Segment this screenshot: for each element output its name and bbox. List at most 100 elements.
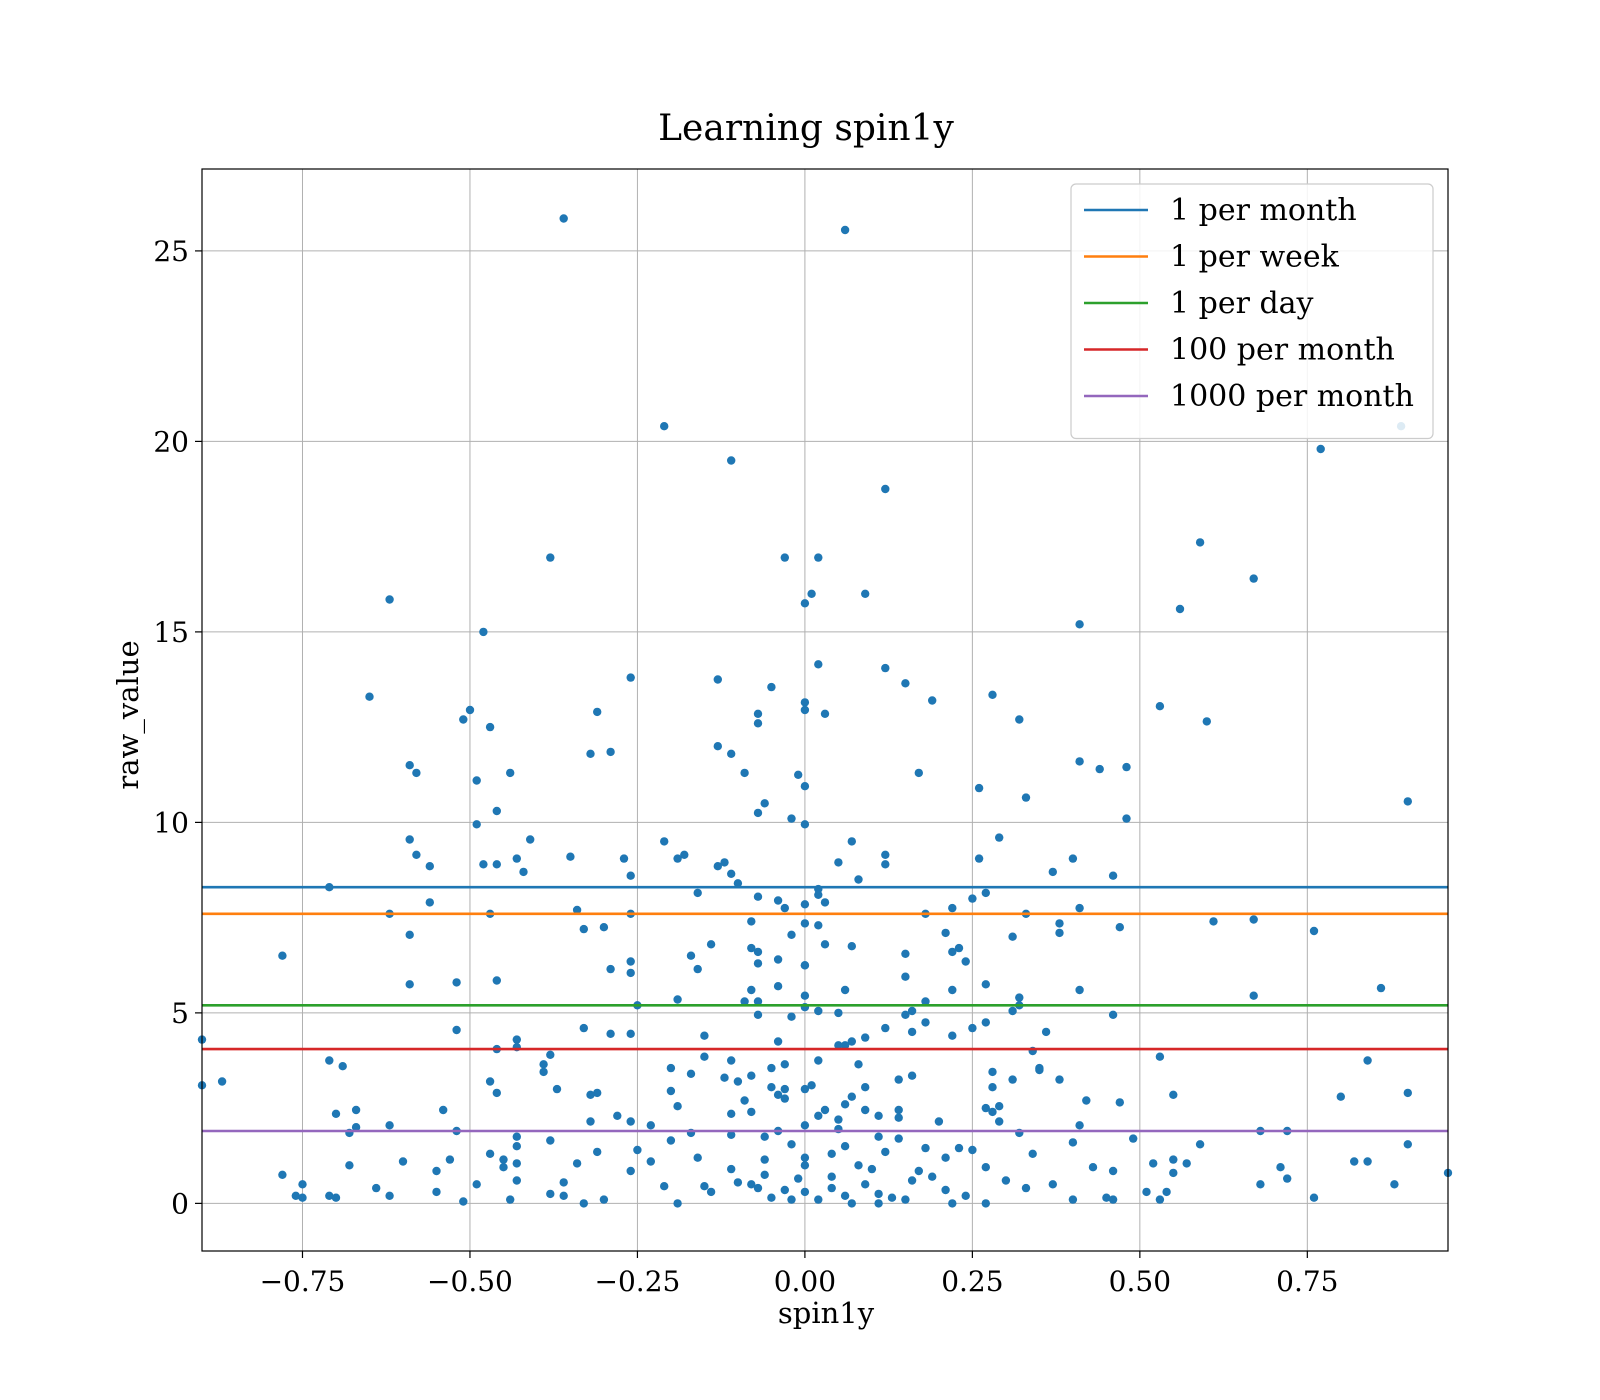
data-point bbox=[385, 595, 394, 604]
data-point bbox=[338, 1062, 347, 1071]
data-point bbox=[1075, 903, 1084, 913]
data-point bbox=[827, 1149, 836, 1159]
data-point bbox=[579, 924, 588, 934]
data-point bbox=[1309, 926, 1319, 936]
data-point bbox=[298, 1193, 307, 1202]
data-point bbox=[479, 627, 488, 637]
data-point bbox=[894, 1134, 903, 1143]
data-point bbox=[800, 1084, 810, 1094]
data-point bbox=[1008, 1006, 1017, 1016]
data-point bbox=[412, 850, 421, 859]
x-tick-label: −0.50 bbox=[427, 1265, 513, 1298]
data-point bbox=[673, 1102, 682, 1111]
data-point bbox=[693, 964, 702, 974]
data-point bbox=[1256, 1180, 1265, 1189]
data-point bbox=[331, 1193, 341, 1202]
data-point bbox=[834, 1041, 843, 1050]
data-point bbox=[331, 1109, 341, 1119]
data-point bbox=[559, 214, 568, 223]
data-point bbox=[881, 484, 890, 494]
data-point bbox=[753, 1183, 763, 1193]
data-point bbox=[760, 799, 769, 808]
data-point bbox=[1155, 1195, 1165, 1204]
data-point bbox=[974, 854, 984, 863]
data-point bbox=[1169, 1090, 1178, 1100]
data-point bbox=[512, 1176, 521, 1185]
data-point bbox=[291, 1191, 300, 1201]
data-point bbox=[1195, 1140, 1205, 1149]
data-point bbox=[894, 1105, 903, 1115]
data-point bbox=[1363, 1157, 1372, 1166]
data-point bbox=[432, 1187, 441, 1197]
data-point bbox=[928, 1172, 937, 1181]
data-point bbox=[907, 1027, 917, 1037]
data-point bbox=[941, 928, 950, 938]
data-point bbox=[780, 1060, 789, 1069]
data-point bbox=[479, 860, 488, 869]
data-point bbox=[800, 599, 810, 608]
data-point bbox=[546, 553, 555, 562]
data-point bbox=[1108, 1195, 1118, 1204]
data-point bbox=[713, 742, 722, 751]
data-point bbox=[861, 1033, 870, 1042]
data-point bbox=[861, 1105, 870, 1115]
data-point bbox=[881, 860, 890, 869]
x-axis-label: spin1y bbox=[778, 1296, 875, 1330]
data-point bbox=[948, 903, 957, 913]
data-point bbox=[217, 1077, 227, 1086]
data-point bbox=[968, 1145, 977, 1155]
data-point bbox=[298, 1180, 307, 1189]
data-point bbox=[1068, 1195, 1078, 1204]
data-point bbox=[1155, 1052, 1165, 1061]
axis-ticks: −0.75 −0.50 −0.25 0.00 0.25 0.50 0.75 0 5 10 15 20 2… bbox=[153, 235, 1338, 1298]
data-point bbox=[914, 768, 923, 778]
data-point bbox=[1390, 1180, 1399, 1189]
data-point bbox=[800, 705, 810, 715]
data-point bbox=[1363, 1056, 1372, 1065]
data-point bbox=[820, 1105, 830, 1115]
data-point bbox=[720, 858, 729, 867]
data-point bbox=[760, 1155, 769, 1164]
data-point bbox=[546, 1189, 555, 1199]
data-point bbox=[921, 1143, 930, 1153]
data-point bbox=[995, 833, 1004, 842]
data-point bbox=[626, 871, 635, 880]
data-point bbox=[968, 1023, 977, 1033]
data-point bbox=[914, 1166, 923, 1176]
data-point bbox=[794, 1174, 803, 1183]
data-point bbox=[673, 854, 682, 863]
data-point bbox=[1035, 1063, 1044, 1073]
data-point bbox=[814, 1111, 823, 1121]
data-point bbox=[874, 1111, 883, 1121]
data-point bbox=[1115, 1098, 1125, 1107]
data-point bbox=[546, 1050, 555, 1060]
data-point bbox=[700, 1052, 709, 1061]
data-point bbox=[278, 951, 287, 960]
data-point bbox=[1202, 717, 1212, 726]
data-point bbox=[887, 1193, 897, 1202]
data-point bbox=[921, 1018, 930, 1027]
data-point bbox=[633, 1145, 642, 1155]
data-point bbox=[660, 837, 669, 846]
data-point bbox=[941, 1153, 950, 1162]
data-point bbox=[325, 1056, 334, 1065]
data-point bbox=[1088, 1163, 1098, 1172]
data-point bbox=[780, 1185, 789, 1195]
data-point bbox=[1075, 757, 1084, 766]
plot-frame bbox=[201, 168, 1449, 1252]
data-point bbox=[1403, 1088, 1413, 1098]
data-point bbox=[820, 898, 830, 907]
data-point bbox=[787, 814, 796, 823]
data-point bbox=[995, 1117, 1004, 1126]
data-point bbox=[586, 1117, 595, 1126]
y-tick-label: 5 bbox=[171, 997, 189, 1030]
data-point bbox=[847, 942, 856, 951]
data-point bbox=[666, 1063, 676, 1073]
data-point bbox=[901, 1010, 910, 1019]
data-point bbox=[485, 1149, 495, 1159]
data-point bbox=[512, 854, 521, 863]
data-point bbox=[1122, 814, 1131, 823]
data-point bbox=[1015, 993, 1024, 1002]
data-point bbox=[492, 976, 501, 985]
data-point bbox=[954, 1143, 964, 1153]
